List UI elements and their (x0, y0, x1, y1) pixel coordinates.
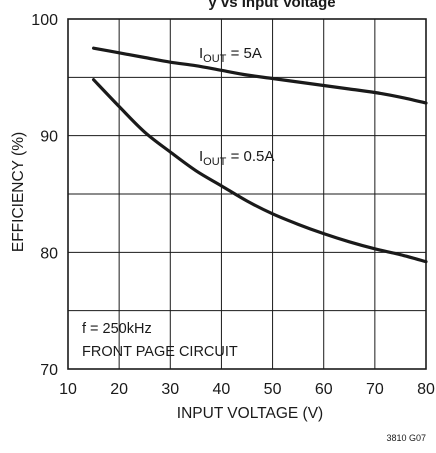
grid (68, 19, 426, 369)
note-frequency: f = 250kHz (82, 321, 152, 337)
x-tick-label: 70 (366, 381, 384, 398)
series-label-sub: OUT (203, 156, 227, 168)
series-line-0 (91, 46, 428, 105)
series-line-1 (91, 78, 428, 264)
x-axis-label: INPUT VOLTAGE (V) (177, 405, 323, 422)
series-label-main: I (199, 45, 203, 62)
chart-title-fragment: y vs Input Voltage (208, 0, 335, 11)
series-label-rest: = 5A (226, 45, 261, 62)
y-axis-label: EFFICIENCY (%) (10, 132, 27, 252)
y-tick-label: 100 (31, 12, 58, 29)
figure-code: 3810 G07 (386, 433, 426, 443)
y-tick-label: 70 (40, 362, 58, 379)
series-label-rest: = 0.5A (226, 148, 274, 165)
note-circuit: FRONT PAGE CIRCUIT (82, 344, 238, 360)
x-tick-label: 30 (161, 381, 179, 398)
x-tick-label: 40 (213, 381, 231, 398)
series-label-iout-5a: IOUT = 5A (199, 45, 262, 65)
x-tick-label: 60 (315, 381, 333, 398)
x-tick-label: 80 (417, 381, 435, 398)
y-tick-label: 90 (40, 129, 58, 146)
y-tick-label: 80 (40, 245, 58, 262)
x-tick-label: 10 (59, 381, 77, 398)
series-label-iout-0-5a: IOUT = 0.5A (199, 148, 274, 168)
tick-labels: 10 20 30 40 50 60 70 80 70 80 90 100 (31, 12, 435, 398)
plot-frame (67, 18, 427, 370)
x-tick-label: 50 (264, 381, 282, 398)
series-group (91, 46, 428, 264)
x-tick-label: 20 (110, 381, 128, 398)
series-label-main: I (199, 148, 203, 165)
series-label-sub: OUT (203, 53, 227, 65)
